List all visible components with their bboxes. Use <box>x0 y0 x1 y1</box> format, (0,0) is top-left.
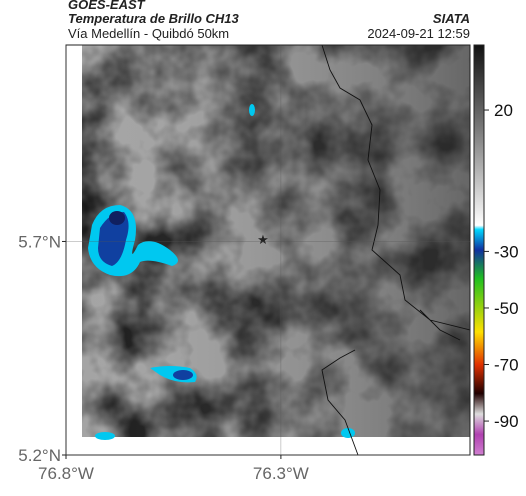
source: SIATA <box>433 11 470 26</box>
colorbar-label: 20 <box>494 101 513 120</box>
route: Vía Medellín - Quibdó 50km <box>68 26 229 41</box>
title: GOES-EAST <box>68 0 146 12</box>
lat-label: 5.2°N <box>18 446 61 465</box>
colorbar-label: -90 <box>494 412 519 431</box>
imagery <box>82 45 470 455</box>
timestamp: 2024-09-21 12:59 <box>367 26 470 41</box>
colorbar <box>473 44 485 456</box>
lon-label: 76.8°W <box>38 464 94 483</box>
lat-label: 5.7°N <box>18 232 61 251</box>
lon-label: 76.3°W <box>253 464 309 483</box>
subtitle: Temperatura de Brillo CH13 <box>68 11 240 26</box>
colorbar-label: -30 <box>494 242 519 261</box>
colorbar-label: -70 <box>494 356 519 375</box>
colorbar-label: -50 <box>494 299 519 318</box>
location-star: ★ <box>257 232 269 247</box>
